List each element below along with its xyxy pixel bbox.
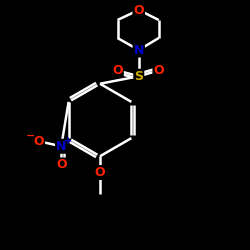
- Text: O: O: [134, 4, 144, 16]
- Text: N: N: [56, 140, 66, 153]
- Text: N: N: [134, 44, 144, 57]
- Text: O: O: [34, 135, 44, 148]
- Text: O: O: [112, 64, 123, 77]
- Text: S: S: [134, 70, 143, 83]
- Text: −: −: [26, 131, 36, 141]
- Text: O: O: [56, 158, 66, 172]
- Text: O: O: [154, 64, 164, 77]
- Text: +: +: [64, 136, 72, 146]
- Text: O: O: [95, 166, 105, 179]
